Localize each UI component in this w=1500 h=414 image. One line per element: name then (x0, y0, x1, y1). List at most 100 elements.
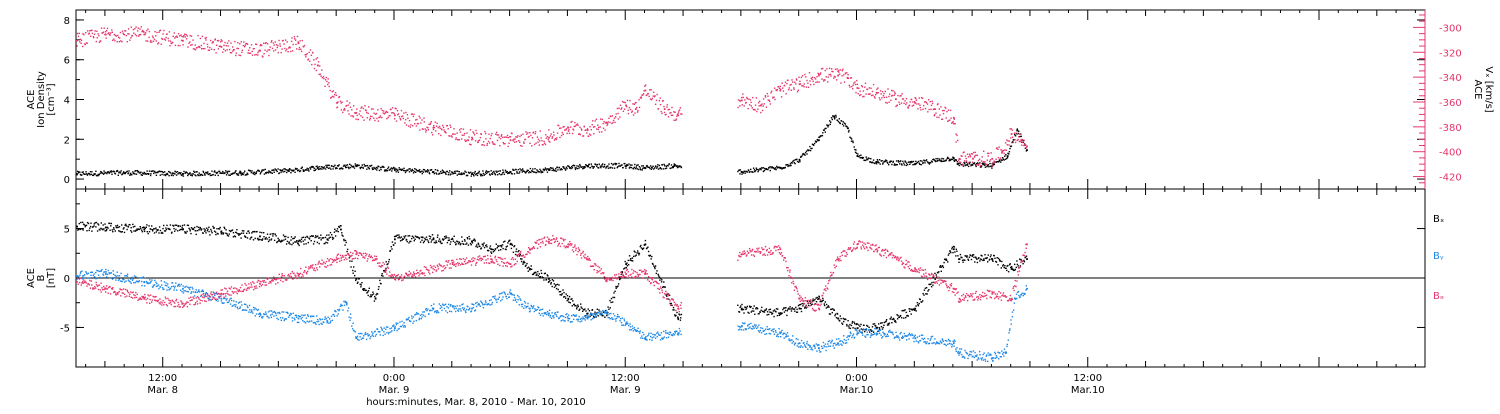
data-point (249, 47, 250, 48)
data-point (479, 140, 480, 141)
data-point (283, 311, 284, 312)
data-point (262, 317, 263, 318)
data-point (449, 311, 450, 312)
data-point (398, 113, 399, 114)
data-point (391, 112, 392, 113)
data-point (639, 107, 640, 108)
data-point (346, 251, 347, 252)
data-point (402, 325, 403, 326)
data-point (172, 172, 173, 173)
data-point (750, 99, 751, 100)
data-point (802, 154, 803, 155)
data-point (768, 314, 769, 315)
data-point (486, 145, 487, 146)
data-point (476, 173, 477, 174)
data-point (151, 279, 152, 280)
data-point (886, 160, 887, 161)
data-point (450, 305, 451, 306)
data-point (254, 174, 255, 175)
data-point (849, 86, 850, 87)
data-point (896, 160, 897, 161)
data-point (746, 102, 747, 103)
data-point (530, 135, 531, 136)
data-point (181, 175, 182, 176)
data-point (543, 169, 544, 170)
data-point (785, 167, 786, 168)
data-point (880, 323, 881, 324)
data-point (247, 44, 248, 45)
data-point (252, 55, 253, 56)
data-point (132, 224, 133, 225)
data-point (922, 162, 923, 163)
data-point (967, 154, 968, 155)
data-point (336, 95, 337, 96)
data-point (336, 230, 337, 231)
data-point (223, 302, 224, 303)
data-point (350, 115, 351, 116)
data-point (964, 160, 965, 161)
data-point (663, 281, 664, 282)
data-point (339, 96, 340, 97)
data-point (179, 45, 180, 46)
data-point (420, 241, 421, 242)
data-point (889, 94, 890, 95)
data-point (489, 142, 490, 143)
data-point (199, 291, 200, 292)
data-point (449, 239, 450, 240)
data-point (660, 278, 661, 279)
data-point (121, 224, 122, 225)
data-point (978, 257, 979, 258)
data-point (843, 74, 844, 75)
data-point (928, 289, 929, 290)
data-point (563, 134, 564, 135)
data-point (556, 171, 557, 172)
data-point (865, 93, 866, 94)
data-point (876, 89, 877, 90)
data-point (130, 230, 131, 231)
data-point (243, 309, 244, 310)
data-point (103, 170, 104, 171)
data-point (516, 137, 517, 138)
data-point (155, 35, 156, 36)
data-point (527, 132, 528, 133)
data-point (552, 286, 553, 287)
data-point (829, 120, 830, 121)
data-point (195, 44, 196, 45)
data-point (932, 103, 933, 104)
data-point (333, 90, 334, 91)
data-point (300, 241, 301, 242)
data-point (189, 41, 190, 42)
data-point (945, 107, 946, 108)
data-point (877, 159, 878, 160)
data-point (235, 236, 236, 237)
data-point (272, 312, 273, 313)
data-point (625, 261, 626, 262)
data-point (629, 107, 630, 108)
data-point (400, 240, 401, 241)
data-point (117, 275, 118, 276)
data-point (293, 242, 294, 243)
data-point (804, 83, 805, 84)
data-point (339, 227, 340, 228)
data-anchor-point (953, 117, 955, 119)
data-point (750, 102, 751, 103)
data-point (453, 241, 454, 242)
data-point (608, 163, 609, 164)
data-point (632, 260, 633, 261)
data-point (806, 153, 807, 154)
data-point (979, 260, 980, 261)
data-point (187, 46, 188, 47)
data-point (382, 273, 383, 274)
data-point (454, 134, 455, 135)
data-point (101, 270, 102, 271)
data-point (406, 124, 407, 125)
data-point (557, 284, 558, 285)
data-point (351, 325, 352, 326)
data-point (286, 318, 287, 319)
data-point (80, 229, 81, 230)
data-point (239, 43, 240, 44)
data-point (786, 83, 787, 84)
data-point (183, 290, 184, 291)
data-point (366, 169, 367, 170)
data-point (197, 35, 198, 36)
